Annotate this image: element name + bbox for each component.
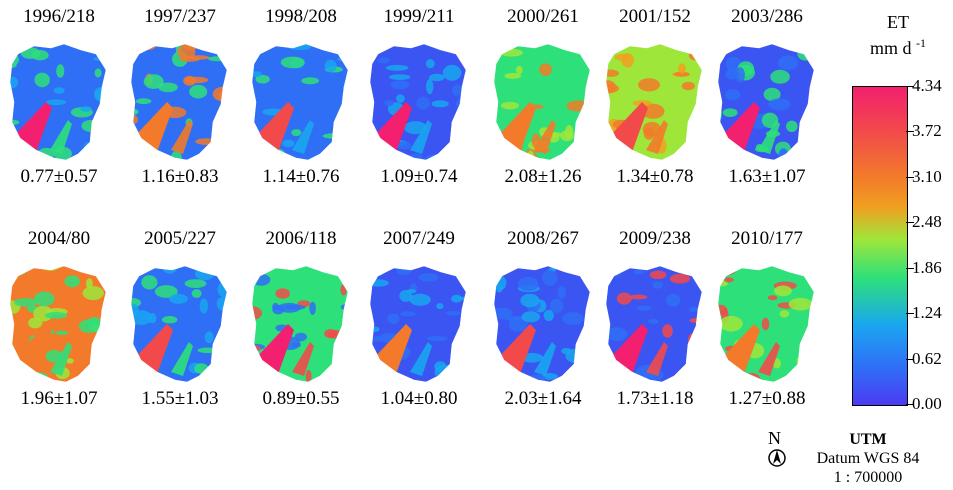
legend-units-sup: -1 — [916, 36, 926, 50]
color-scale-tick-label: 2.48 — [912, 212, 942, 232]
et-map-image — [251, 43, 349, 161]
et-map-image — [9, 43, 107, 161]
color-scale-tick-label: 0.62 — [912, 348, 942, 368]
panel-date: 1998/208 — [265, 6, 337, 27]
et-map-image — [130, 43, 228, 161]
et-map-panel: 2006/118 0.89±0.55 — [246, 228, 356, 438]
panel-date: 2007/249 — [383, 228, 455, 249]
color-scale-bar — [852, 86, 908, 406]
datum-label: Datum WGS 84 — [816, 450, 920, 467]
et-map-image — [605, 43, 703, 161]
projection-label: UTM — [849, 431, 887, 448]
et-map-image — [369, 43, 467, 161]
et-map-image — [493, 43, 591, 161]
panel-mean-std: 2.08±1.26 — [504, 166, 582, 187]
et-map-panel: 1997/237 1.16±0.83 — [125, 6, 235, 216]
panel-date: 1997/237 — [144, 6, 216, 27]
et-map-panel: 2009/238 1.73±1.18 — [600, 228, 710, 438]
et-map-image — [493, 265, 591, 383]
panel-date: 2000/261 — [507, 6, 579, 27]
panel-mean-std: 1.16±0.83 — [141, 166, 219, 187]
panel-mean-std: 1.73±1.18 — [616, 388, 694, 409]
et-map-panel: 2005/227 1.55±1.03 — [125, 228, 235, 438]
panel-mean-std: 1.04±0.80 — [380, 388, 458, 409]
panel-mean-std: 2.03±1.64 — [504, 388, 582, 409]
panel-mean-std: 1.34±0.78 — [616, 166, 694, 187]
color-scale-tick — [906, 267, 914, 269]
legend-title: ET mm d -1 — [858, 12, 938, 59]
legend-title-et: ET — [887, 12, 909, 32]
et-map-image — [251, 265, 349, 383]
color-scale-tick-label: 0.00 — [912, 394, 942, 413]
et-map-panel: 2001/152 1.34±0.78 — [600, 6, 710, 216]
color-scale-tick — [906, 404, 914, 405]
panel-date: 2003/286 — [731, 6, 803, 27]
et-map-image — [605, 265, 703, 383]
et-map-panel: 2000/261 2.08±1.26 — [488, 6, 598, 216]
panel-date: 2005/227 — [144, 228, 216, 249]
color-scale-tick — [906, 313, 914, 315]
et-map-panel: 2008/267 2.03±1.64 — [488, 228, 598, 438]
et-map-image — [717, 265, 815, 383]
panel-mean-std: 1.96±1.07 — [20, 388, 98, 409]
color-scale-tick — [906, 358, 914, 360]
panel-mean-std: 1.55±1.03 — [141, 388, 219, 409]
legend-units-text: mm d — [869, 38, 912, 58]
color-scale-tick-label: 1.24 — [912, 303, 942, 323]
panel-date: 1996/218 — [23, 6, 95, 27]
et-map-panel: 2007/249 1.04±0.80 — [364, 228, 474, 438]
panel-date: 2010/177 — [731, 228, 803, 249]
panel-date: 1999/211 — [383, 6, 455, 27]
panel-mean-std: 0.77±0.57 — [20, 166, 98, 187]
panel-date: 2006/118 — [265, 228, 337, 249]
panel-mean-std: 1.27±0.88 — [728, 388, 806, 409]
et-map-image — [9, 265, 107, 383]
et-map-image — [130, 265, 228, 383]
color-scale-tick — [906, 176, 914, 178]
panel-mean-std: 1.14±0.76 — [262, 166, 340, 187]
legend-title-units: mm d -1 — [858, 33, 938, 59]
et-map-image — [717, 43, 815, 161]
et-map-panel: 1996/218 0.77±0.57 — [4, 6, 114, 216]
map-info-block: UTM Datum WGS 84 1 : 700000 — [808, 430, 928, 487]
panel-mean-std: 1.09±0.74 — [380, 166, 458, 187]
color-scale-tick-label: 4.34 — [912, 76, 942, 95]
et-map-panel: 1999/211 1.09±0.74 — [364, 6, 474, 216]
panel-date: 2001/152 — [619, 6, 691, 27]
panel-date: 2008/267 — [507, 228, 579, 249]
panel-mean-std: 0.89±0.55 — [262, 388, 340, 409]
et-map-panel: 2004/80 1.96±1.07 — [4, 228, 114, 438]
north-label: N — [768, 428, 781, 448]
panel-mean-std: 1.63±1.07 — [728, 166, 806, 187]
panel-date: 2009/238 — [619, 228, 691, 249]
color-scale-tick-label: 3.72 — [912, 121, 942, 141]
north-arrow-icon — [768, 449, 786, 467]
panel-date: 2004/80 — [27, 228, 91, 249]
et-map-panel: 1998/208 1.14±0.76 — [246, 6, 356, 216]
color-scale-tick-label: 1.86 — [912, 257, 942, 277]
color-scale-tick — [906, 131, 914, 133]
color-scale-tick — [906, 86, 914, 87]
et-map-image — [369, 265, 467, 383]
et-map-panel: 2003/286 1.63±1.07 — [712, 6, 822, 216]
et-map-panel: 2010/177 1.27±0.88 — [712, 228, 822, 438]
color-scale-tick — [906, 222, 914, 224]
color-scale-tick-label: 3.10 — [912, 166, 942, 186]
scale-label: 1 : 700000 — [833, 469, 903, 486]
